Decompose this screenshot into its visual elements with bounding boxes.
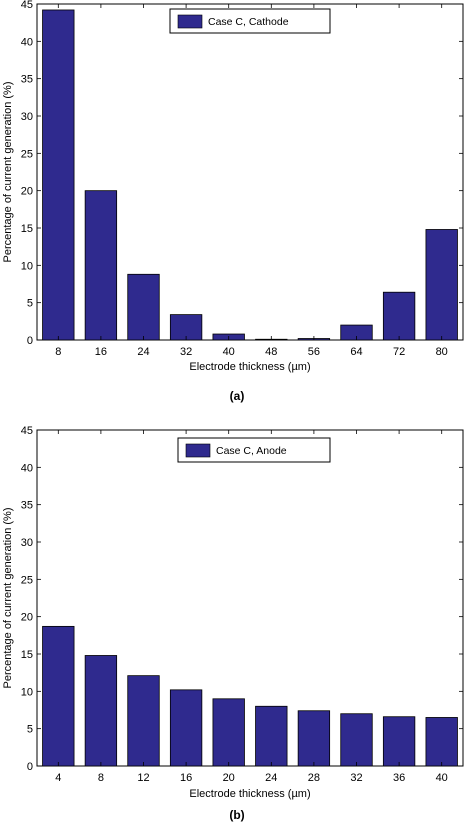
x-tick-label: 16 — [180, 772, 192, 784]
panel-label: (b) — [229, 808, 244, 822]
y-tick-label: 0 — [27, 335, 33, 347]
y-tick-label: 35 — [21, 500, 33, 512]
y-tick-label: 15 — [21, 649, 33, 661]
bar-80 — [425, 229, 458, 341]
legend-label: Case C, Anode — [216, 445, 287, 457]
y-tick-label: 45 — [21, 425, 33, 437]
y-tick-label: 20 — [21, 186, 33, 198]
y-axis-label: Percentage of current generation (%) — [2, 82, 14, 263]
bar-72 — [382, 291, 416, 341]
x-tick-label: 8 — [98, 772, 104, 784]
plot-area-frame — [36, 429, 464, 767]
x-tick-label: 32 — [180, 346, 192, 358]
bar-28 — [297, 710, 331, 767]
legend-label: Case C, Cathode — [208, 16, 289, 28]
bar-36 — [382, 716, 416, 767]
plot-area-frame — [36, 3, 464, 341]
y-tick-label: 45 — [21, 0, 33, 11]
x-tick-label: 48 — [265, 346, 277, 358]
bar-24 — [127, 273, 160, 341]
bar-8 — [84, 655, 118, 767]
y-axis-label: Percentage of current generation (%) — [2, 508, 14, 689]
bar-20 — [212, 698, 245, 767]
x-tick-label: 64 — [350, 346, 362, 358]
x-tick-label: 32 — [350, 772, 362, 784]
y-tick-label: 5 — [27, 298, 33, 310]
bars-group — [42, 9, 458, 341]
y-tick-label: 0 — [27, 761, 33, 773]
x-tick-label: 40 — [436, 772, 448, 784]
y-tick-label: 10 — [21, 686, 33, 698]
x-tick-label: 36 — [393, 772, 405, 784]
x-tick-label: 28 — [308, 772, 320, 784]
y-tick-label: 25 — [21, 574, 33, 586]
bar-24 — [255, 705, 288, 767]
legend: Case C, Anode — [177, 437, 331, 463]
x-tick-label: 4 — [55, 772, 61, 784]
bar-16 — [169, 689, 203, 767]
x-tick-label: 80 — [436, 346, 448, 358]
y-ticks-group: 0 5 10 15 20 25 30 35 40 45 — [21, 425, 463, 773]
x-tick-label: 16 — [95, 346, 107, 358]
x-axis-label: Electrode thickness (µm) — [189, 361, 310, 373]
bar-8 — [42, 9, 75, 341]
chart-b: 0 5 10 15 20 25 30 35 40 45 4 8 12 16 20 24 28 32 36 40 El… — [2, 425, 464, 822]
x-tick-label: 24 — [265, 772, 277, 784]
chart-a: 0 5 10 15 20 25 30 35 40 45 8 16 24 32 40 48 56 64 72 80 E… — [2, 0, 464, 403]
x-tick-label: 24 — [137, 346, 149, 358]
x-tick-label: 8 — [55, 346, 61, 358]
panel-label: (a) — [230, 389, 245, 403]
x-tick-label: 56 — [308, 346, 320, 358]
bars-group — [42, 625, 458, 767]
bar-32 — [340, 713, 373, 767]
bar-12 — [127, 675, 160, 767]
y-tick-label: 15 — [21, 223, 33, 235]
x-ticks-group: 4 8 12 16 20 24 28 32 36 40 — [55, 430, 448, 784]
legend-swatch — [177, 14, 203, 29]
y-tick-label: 5 — [27, 724, 33, 736]
bar-4 — [42, 625, 75, 767]
x-axis-label: Electrode thickness (µm) — [189, 788, 310, 800]
bar-40 — [425, 717, 458, 767]
y-tick-label: 25 — [21, 148, 33, 160]
y-tick-label: 20 — [21, 612, 33, 624]
y-tick-label: 40 — [21, 36, 33, 48]
y-ticks-group: 0 5 10 15 20 25 30 35 40 45 — [21, 0, 463, 347]
y-tick-label: 30 — [21, 537, 33, 549]
x-tick-label: 12 — [137, 772, 149, 784]
y-tick-label: 30 — [21, 111, 33, 123]
x-ticks-group: 8 16 24 32 40 48 56 64 72 80 — [55, 4, 448, 358]
x-tick-label: 20 — [223, 772, 235, 784]
legend-swatch — [185, 443, 211, 458]
x-tick-label: 40 — [223, 346, 235, 358]
bar-16 — [84, 190, 118, 341]
y-tick-label: 35 — [21, 74, 33, 86]
y-tick-label: 40 — [21, 462, 33, 474]
y-tick-label: 10 — [21, 260, 33, 272]
legend: Case C, Cathode — [169, 8, 331, 34]
x-tick-label: 72 — [393, 346, 405, 358]
